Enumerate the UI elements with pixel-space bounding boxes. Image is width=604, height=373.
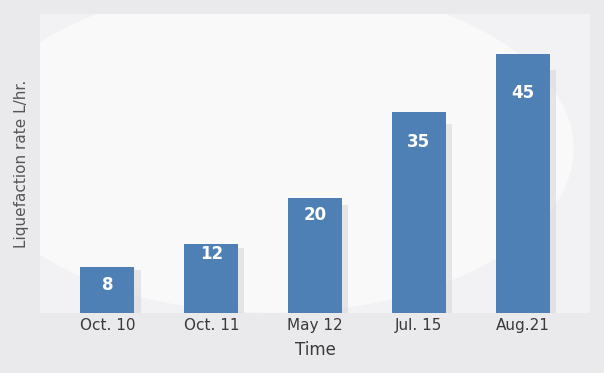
FancyBboxPatch shape: [188, 248, 245, 313]
Ellipse shape: [0, 0, 574, 313]
FancyBboxPatch shape: [396, 124, 452, 313]
FancyBboxPatch shape: [85, 270, 141, 313]
Bar: [80, 267, 135, 313]
Bar: [392, 112, 446, 313]
Y-axis label: Liquefaction rate L/hr.: Liquefaction rate L/hr.: [14, 79, 29, 248]
Bar: [184, 244, 238, 313]
FancyBboxPatch shape: [500, 70, 556, 313]
Bar: [496, 54, 550, 313]
Bar: [288, 198, 342, 313]
Text: 20: 20: [303, 206, 327, 224]
Text: 45: 45: [511, 84, 534, 102]
FancyBboxPatch shape: [292, 205, 349, 313]
Text: 12: 12: [200, 245, 223, 263]
X-axis label: Time: Time: [295, 341, 335, 359]
Text: 35: 35: [407, 133, 431, 151]
Text: 8: 8: [101, 276, 113, 294]
